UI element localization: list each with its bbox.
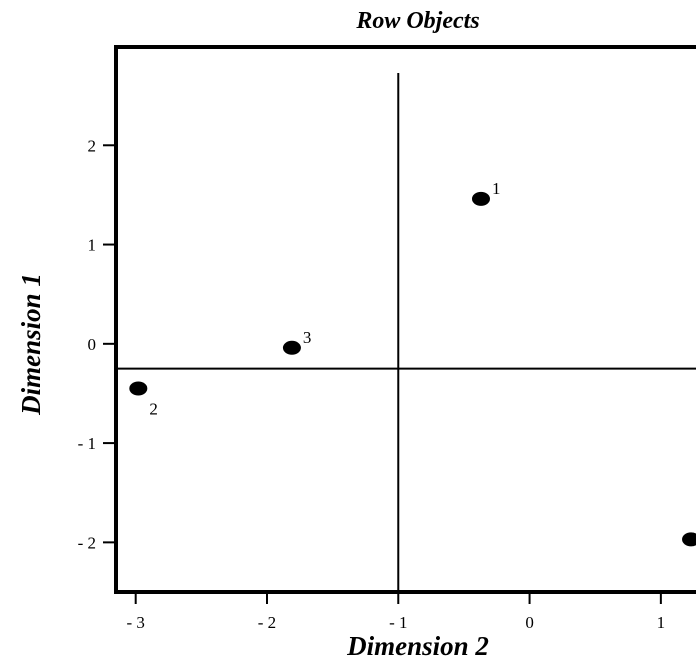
x-tick-label: - 2 <box>258 613 276 632</box>
y-tick-label: 0 <box>88 335 97 354</box>
chart-title: Row Objects <box>355 8 479 34</box>
data-point <box>682 532 696 547</box>
plot-layer: - 3- 2- 101- 2- 10121234 <box>78 73 696 632</box>
x-tick-label: 0 <box>525 613 534 632</box>
y-tick-label: - 2 <box>78 533 96 552</box>
x-axis-title: Dimension 2 <box>346 631 489 661</box>
x-tick-label: - 1 <box>389 613 407 632</box>
y-axis-title: Dimension 1 <box>16 273 46 416</box>
data-point <box>471 191 490 206</box>
point-label: 3 <box>303 328 312 347</box>
plot-frame <box>114 45 696 594</box>
point-label: 2 <box>149 399 158 418</box>
y-tick-label: - 1 <box>78 434 96 453</box>
data-point <box>282 340 301 355</box>
data-point <box>129 381 148 396</box>
y-tick-label: 1 <box>88 236 97 255</box>
x-tick-label: - 3 <box>126 613 144 632</box>
x-tick-label: 1 <box>657 613 666 632</box>
y-tick-label: 2 <box>88 136 97 155</box>
point-label: 1 <box>492 179 501 198</box>
